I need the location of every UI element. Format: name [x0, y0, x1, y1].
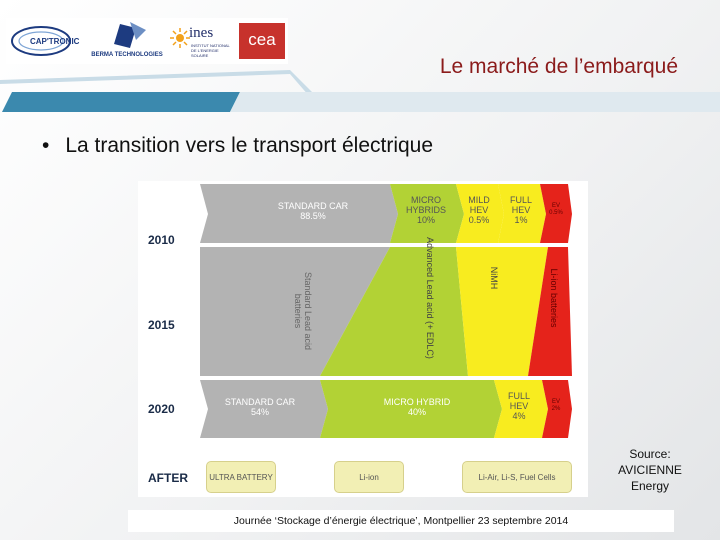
after-ultra-battery: ULTRA BATTERY [206, 461, 276, 493]
label-2020-micro: MICRO HYBRID 40% [342, 397, 492, 417]
bullet-point: • La transition vers le transport électri… [42, 134, 433, 158]
footer-text: Journée ‘Stockage d’énergie électrique’,… [128, 510, 674, 532]
year-label-2010: 2010 [148, 233, 175, 247]
segment-2015-red [528, 247, 572, 376]
label-2010-full: FULL HEV 1% [502, 195, 540, 225]
label-2020-micro-name: MICRO HYBRID [383, 397, 451, 407]
label-2010-mild-share: 0.5% [468, 215, 490, 225]
captronic-logo-mark [11, 26, 71, 56]
cea-logo: cea [239, 23, 285, 59]
label-2020-standard-share: 54% [250, 407, 269, 417]
segment-2010-micro [390, 184, 464, 243]
label-2020-ev: EV 2% [542, 399, 570, 413]
segment-2010-mild [456, 184, 504, 243]
bullet-icon: • [42, 134, 50, 157]
segment-2015-yellow [456, 247, 548, 376]
label-2020-ev-share: 2% [551, 406, 561, 412]
header-decoration [0, 70, 720, 112]
label-2010-standard-share: 88.5% [300, 211, 326, 221]
segment-2010-standard [200, 184, 398, 243]
label-2020-micro-share: 40% [407, 407, 426, 417]
label-2010-micro: MICRO HYBRIDS 10% [396, 195, 456, 225]
year-label-after: AFTER [148, 471, 188, 485]
label-2010-ev: EV 0.5% [542, 203, 570, 217]
label-2015-grey: Standard Lead acid batteries [293, 271, 313, 351]
sun-icon [170, 28, 190, 48]
label-2010-micro-share: 10% [416, 215, 435, 225]
year-label-2020: 2020 [148, 402, 175, 416]
captronic-logo: CAP'TRONIC [10, 24, 79, 58]
label-2015-red: Li-ion batteries [549, 268, 559, 328]
label-2010-ev-share: 0.5% [549, 210, 563, 216]
label-2015-yellow: NiMH [489, 266, 499, 290]
bullet-text: La transition vers le transport électriq… [65, 134, 434, 157]
segment-2020-standard [200, 380, 328, 438]
segment-2015-green [320, 247, 468, 376]
year-label-2015: 2015 [148, 318, 175, 332]
source-note: Source: AVICIENNE Energy [618, 447, 682, 493]
ines-logo-text: ines [189, 25, 214, 41]
segment-2020-full [494, 380, 548, 438]
header-decoration-bar [2, 92, 240, 112]
label-2010-full-name: FULL HEV [509, 195, 532, 215]
berma-logo: BERMA TECHNOLOGIES [90, 20, 164, 62]
ines-logo: ines INSTITUT NATIONAL DE L'ENERGIE SOLA… [169, 21, 235, 61]
segment-2010-full [498, 184, 546, 243]
label-2010-ev-name: EV [551, 203, 560, 209]
segment-2015-grey [200, 247, 390, 376]
label-2010-full-share: 1% [514, 215, 528, 225]
label-2020-full: FULL HEV 4% [498, 391, 540, 421]
berma-logo-mark [114, 22, 146, 48]
segment-2010-ev [540, 184, 572, 243]
transition-chart: 2010 2015 2020 AFTER STANDARD CAR 88.5% … [138, 181, 588, 497]
label-2020-full-name: FULL HEV [507, 391, 530, 411]
segment-2020-micro [320, 380, 502, 438]
label-2020-ev-name: EV [551, 399, 560, 405]
berma-logo-text: BERMA TECHNOLOGIES [91, 52, 163, 58]
page-title: Le marché de l’embarqué [439, 55, 678, 78]
segment-2020-ev [542, 380, 572, 438]
label-2010-mild-name: MILD HEV [468, 195, 490, 215]
after-future-tech: Li-Air, Li-S, Fuel Cells [462, 461, 572, 493]
label-2010-standard: STANDARD CAR 88.5% [238, 201, 388, 221]
cea-logo-text: cea [248, 30, 276, 49]
captronic-logo-text: CAP'TRONIC [30, 37, 80, 46]
logo-strip: CAP'TRONIC BERMA TECHNOLOGIES ines INSTI… [6, 18, 288, 64]
label-2010-micro-name: MICRO HYBRIDS [405, 195, 446, 215]
label-2010-standard-name: STANDARD CAR [277, 201, 349, 211]
transition-chart-graphic [138, 181, 588, 497]
after-li-ion: Li-ion [334, 461, 404, 493]
header-decoration-bar-light [230, 92, 720, 112]
label-2015-green: Advanced Lead acid (+ EDLC) [425, 237, 435, 359]
label-2010-mild: MILD HEV 0.5% [460, 195, 498, 225]
label-2020-standard: STANDARD CAR 54% [210, 397, 310, 417]
label-2020-standard-name: STANDARD CAR [224, 397, 296, 407]
label-2020-full-share: 4% [512, 411, 526, 421]
ines-logo-subtitle: INSTITUT NATIONAL DE L'ENERGIE SOLAIRE [191, 43, 230, 58]
